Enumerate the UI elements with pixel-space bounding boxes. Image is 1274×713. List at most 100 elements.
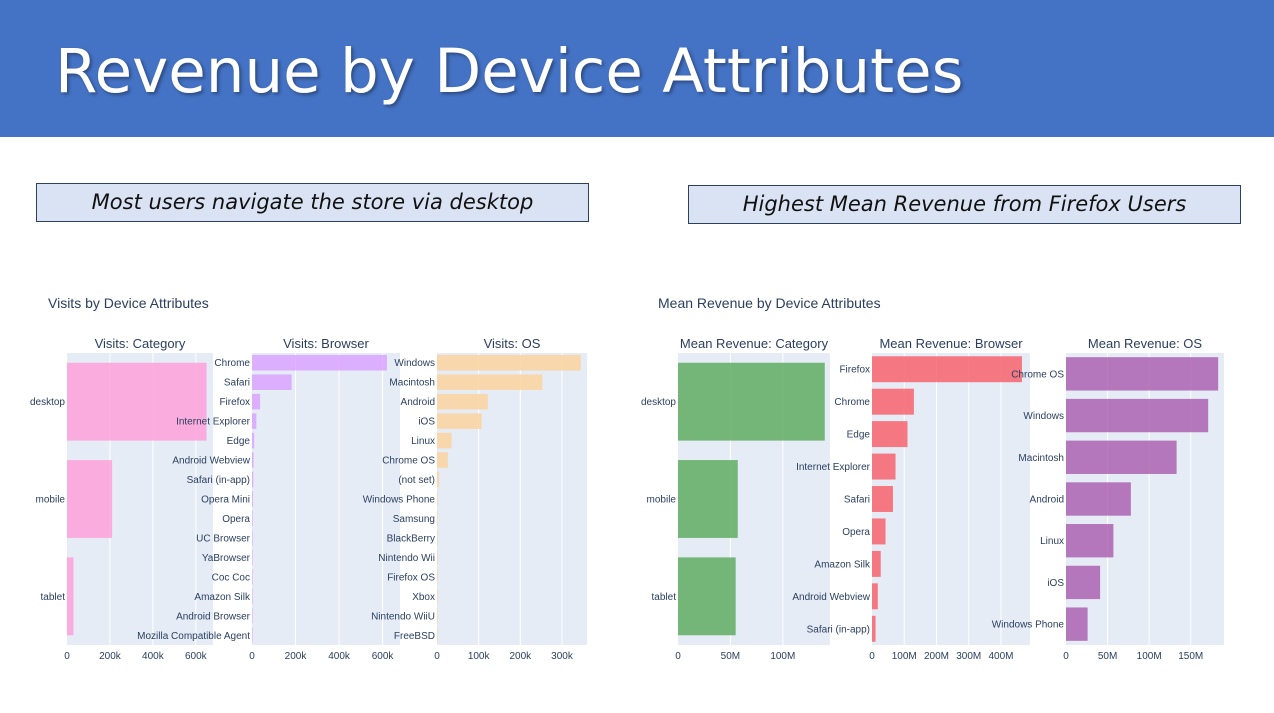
chart3-category-label-tablet: tablet	[652, 592, 677, 603]
chart2-bar-windows-phone	[437, 491, 438, 507]
chart4-bar-firefox	[872, 356, 1022, 383]
chart1-category-label-safari: Safari	[224, 378, 250, 389]
chart4-category-label-amazon-silk: Amazon Silk	[814, 559, 871, 570]
chart2-xtick-label-3: 300k	[551, 651, 574, 662]
chart3-subplot-title: Mean Revenue: Category	[680, 336, 829, 351]
chart0-category-label-desktop: desktop	[30, 397, 65, 408]
chart2-category-label-blackberry: BlackBerry	[387, 533, 435, 544]
chart5-xtick-label-1: 50M	[1098, 651, 1117, 662]
chart5-category-label-windows: Windows	[1023, 411, 1064, 422]
chart5-category-label-windows-phone: Windows Phone	[992, 620, 1065, 631]
chart3-xtick-label-0: 0	[675, 651, 681, 662]
chart4-category-label-opera: Opera	[842, 527, 870, 538]
chart5-mean-revenue-os: 0 50M 100M 150M Mean Revenue: OS Chrome OS Win…	[992, 336, 1224, 662]
chart2-category-label-nintendo-wiiu: Nintendo WiiU	[371, 611, 435, 622]
chart5-bar-macintosh	[1066, 440, 1177, 474]
chart4-category-label-firefox: Firefox	[839, 365, 870, 376]
chart0-subplot-title: Visits: Category	[95, 336, 186, 351]
chart2-bar-nintendo-wii	[437, 549, 438, 566]
callout-visits: Most users navigate the store via deskto…	[36, 183, 589, 222]
chart4-bar-android-webview	[872, 583, 878, 610]
chart5-bar-linux	[1066, 524, 1114, 558]
figure-title-revenue: Mean Revenue by Device Attributes	[658, 295, 881, 311]
chart4-xtick-label-1: 100M	[892, 651, 917, 662]
chart5-category-label-macintosh: Macintosh	[1018, 453, 1064, 464]
chart3-xtick-label-2: 100M	[770, 651, 795, 662]
chart2-category-label-chrome-os: Chrome OS	[382, 456, 435, 467]
chart1-xtick-label-2: 400k	[328, 651, 351, 662]
chart2-category-label-macintosh: Macintosh	[389, 378, 435, 389]
chart1-bar-amazon-silk	[252, 588, 253, 605]
chart2-category-label-samsung: Samsung	[393, 514, 435, 525]
chart1-category-label-amazon-silk: Amazon Silk	[194, 592, 251, 603]
chart1-plot-area	[252, 353, 400, 645]
chart1-category-label-android-webview: Android Webview	[172, 456, 250, 467]
chart4-subplot-title: Mean Revenue: Browser	[879, 336, 1023, 351]
chart1-bar-uc-browser	[252, 530, 253, 546]
title-banner	[0, 0, 1274, 137]
chart2-category-label-android: Android	[401, 397, 435, 408]
chart5-bar-ios	[1066, 565, 1101, 600]
chart1-bar-safari-in-app	[252, 471, 254, 488]
chart3-xtick-label-1: 50M	[721, 651, 740, 662]
chart4-category-label-chrome: Chrome	[834, 397, 870, 408]
chart5-bar-windows	[1066, 398, 1209, 433]
chart4-bar-safari	[872, 486, 893, 512]
chart2-bar-samsung	[437, 510, 438, 527]
chart2-category-label-windows-phone: Windows Phone	[363, 495, 436, 506]
chart4-mean-revenue-browser: 0 100M 200M 300M 400M Mean Revenue: Browser Fi…	[792, 336, 1030, 662]
chart2-category-label-freebsd: FreeBSD	[394, 631, 435, 642]
chart1-bar-opera	[252, 510, 253, 527]
chart3-category-label-mobile: mobile	[647, 495, 677, 506]
chart4-category-label-internet-explorer: Internet Explorer	[796, 462, 871, 473]
callout-revenue: Highest Mean Revenue from Firefox Users	[688, 185, 1241, 224]
chart2-bar-chrome-os	[437, 452, 448, 468]
chart0-xtick-label-3: 600k	[185, 651, 208, 662]
chart1-category-label-mozilla-compatible-agent: Mozilla Compatible Agent	[137, 631, 250, 642]
chart1-bar-chrome	[252, 354, 387, 371]
chart1-bar-opera-mini	[252, 491, 253, 507]
chart3-bar-tablet	[678, 557, 736, 636]
chart2-xtick-label-2: 200k	[509, 651, 532, 662]
chart1-visits-browser: 0 200k 400k 600k Visits: Browser Chrome Safari…	[137, 336, 400, 662]
chart2-bar-not-set	[437, 471, 440, 488]
chart4-bar-opera	[872, 518, 886, 545]
chart0-bar-desktop	[67, 362, 207, 441]
chart3-bar-desktop	[678, 362, 825, 441]
chart3-bar-mobile	[678, 460, 738, 538]
chart3-category-label-desktop: desktop	[641, 397, 676, 408]
chart2-bar-windows	[437, 354, 581, 371]
chart4-xtick-label-3: 300M	[956, 651, 981, 662]
chart1-subplot-title: Visits: Browser	[283, 336, 369, 351]
chart5-subplot-title: Mean Revenue: OS	[1088, 336, 1203, 351]
chart1-category-label-opera: Opera	[222, 514, 250, 525]
chart4-category-label-android-webview: Android Webview	[792, 592, 870, 603]
chart2-category-label-ios: iOS	[418, 417, 435, 428]
chart1-category-label-coc-coc: Coc Coc	[212, 572, 250, 583]
chart1-category-label-edge: Edge	[227, 436, 251, 447]
chart4-bar-chrome	[872, 388, 914, 415]
chart2-xtick-label-1: 100k	[468, 651, 491, 662]
chart1-bar-coc-coc	[252, 569, 253, 585]
chart1-bar-android-browser	[252, 608, 253, 624]
chart1-bar-safari	[252, 374, 292, 390]
chart1-bar-mozilla-compatible-agent	[252, 627, 253, 644]
chart4-category-label-safari-in-app: Safari (in-app)	[807, 624, 870, 635]
chart5-bar-chrome-os	[1066, 357, 1219, 391]
chart2-category-label-xbox: Xbox	[412, 592, 435, 603]
chart1-bar-android-webview	[252, 452, 254, 468]
chart5-xtick-label-0: 0	[1063, 651, 1069, 662]
chart1-bar-yabrowser	[252, 549, 253, 566]
chart5-bar-android	[1066, 482, 1131, 516]
chart2-bar-freebsd	[437, 627, 438, 644]
chart5-category-label-android: Android	[1030, 495, 1064, 506]
chart1-category-label-safari-in-app: Safari (in-app)	[187, 475, 250, 486]
chart1-bar-edge	[252, 432, 255, 449]
chart1-bar-firefox	[252, 393, 261, 410]
chart2-bar-ios	[437, 413, 482, 429]
chart2-category-label-windows: Windows	[394, 358, 435, 369]
chart4-xtick-label-2: 200M	[924, 651, 949, 662]
chart2-bar-android	[437, 393, 488, 410]
chart1-xtick-label-3: 600k	[372, 651, 395, 662]
chart0-visits-category: 0 200k 400k 600k Visits: Category desktop mobi…	[30, 336, 213, 662]
